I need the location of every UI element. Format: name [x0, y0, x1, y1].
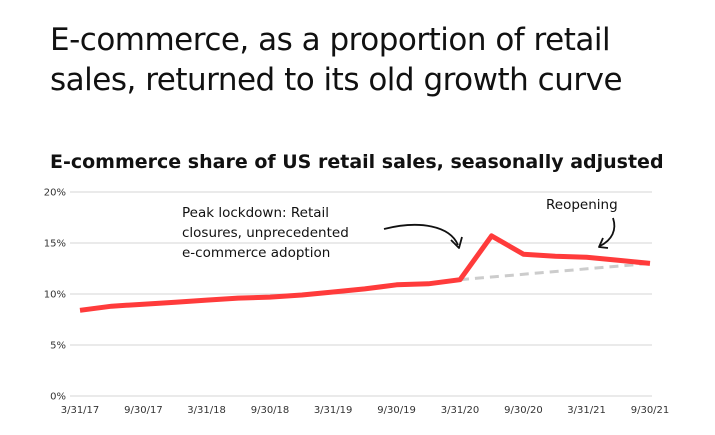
- annotation-reopening-arrow: [599, 217, 616, 247]
- y-tick-label: 0%: [50, 392, 66, 403]
- x-tick-label: 9/30/20: [504, 405, 543, 416]
- x-tick-label: 3/31/18: [187, 405, 226, 416]
- annotation-peak-arrow: [383, 223, 459, 246]
- annotation-reopening-arrowhead: [598, 237, 609, 249]
- x-tick-label: 9/30/18: [251, 405, 290, 416]
- trend-line-dashed: [459, 261, 651, 282]
- annotation-peak-line-2: closures, unprecedented: [182, 225, 349, 241]
- gridlines: [70, 191, 652, 397]
- x-tick-label: 3/31/19: [314, 405, 353, 416]
- x-tick-label: 9/30/19: [377, 405, 416, 416]
- y-tick-label: 10%: [44, 290, 66, 301]
- headline: E-commerce, as a proportion of retail sa…: [50, 22, 623, 98]
- annotation-peak-line-1: Peak lockdown: Retail: [182, 205, 329, 221]
- x-tick-label: 3/31/21: [567, 405, 606, 416]
- annotation-peak-arrowhead: [450, 236, 463, 249]
- ecommerce-share-line: [79, 233, 651, 313]
- y-tick-label: 5%: [50, 341, 66, 352]
- x-tick-label: 3/31/20: [441, 405, 480, 416]
- x-tick-label: 9/30/17: [124, 405, 163, 416]
- y-tick-label: 20%: [44, 188, 66, 199]
- y-tick-label: 15%: [44, 239, 66, 250]
- annotation-peak-lockdown: Peak lockdown: Retail closures, unpreced…: [182, 205, 353, 261]
- annotation-reopening: Reopening: [546, 197, 618, 213]
- annotation-peak-line-3: e-commerce adoption: [182, 245, 330, 261]
- x-tick-label: 9/30/21: [631, 405, 670, 416]
- chart-title: E-commerce share of US retail sales, sea…: [50, 151, 664, 173]
- x-tick-label: 3/31/17: [61, 405, 100, 416]
- x-axis-ticks: 3/31/17 9/30/17 3/31/18 9/30/18 3/31/19 9/30/…: [61, 405, 670, 416]
- y-axis-ticks: 0% 5% 10% 15% 20%: [44, 188, 66, 403]
- series-layer: [79, 233, 651, 313]
